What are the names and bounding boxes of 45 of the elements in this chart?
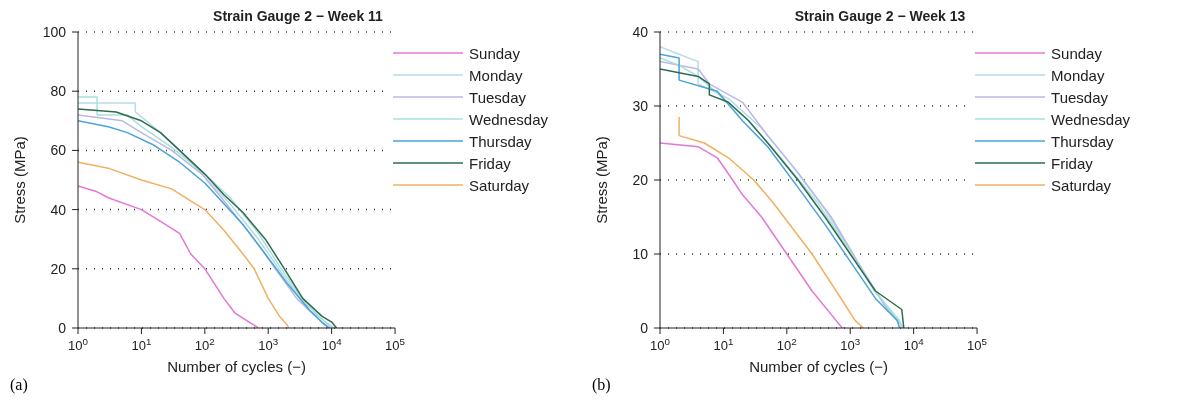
x-tick-label: 10$^{1}$: [131, 335, 152, 353]
chart-title: Strain Gauge 2 − Week 11: [213, 8, 383, 24]
y-axis-title: Stress (MPa): [593, 136, 611, 224]
y-tick-label: 80: [50, 83, 67, 100]
chart-title: Strain Gauge 2 − Week 13: [794, 8, 966, 24]
legend-label: Tuesday: [1051, 88, 1109, 106]
x-tick-label: 10$^{2}$: [776, 335, 797, 353]
x-tick-label: 10$^{0}$: [68, 335, 89, 353]
x-tick-label: 10$^{5}$: [967, 335, 988, 353]
x-tick-label: 10$^{2}$: [194, 335, 215, 353]
x-tick-label: 10$^{5}$: [385, 335, 406, 353]
legend-label: Sunday: [469, 44, 520, 62]
x-tick-label: 10$^{3}$: [840, 335, 861, 353]
x-tick-label: 10$^{4}$: [903, 335, 925, 353]
x-tick-label: 10$^{3}$: [258, 335, 279, 353]
legend-label: Sunday: [1051, 44, 1102, 62]
legend-label: Thursday: [469, 132, 532, 150]
legend-label: Friday: [469, 154, 511, 172]
legend-label: Tuesday: [469, 88, 527, 106]
legend-label: Wednesday: [469, 110, 548, 128]
x-axis-title: Number of cycles (−): [167, 358, 306, 375]
y-tick-label: 0: [58, 320, 67, 336]
y-tick-label: 100: [42, 24, 67, 40]
y-tick-label: 30: [632, 98, 649, 114]
y-tick-label: 10: [632, 246, 649, 262]
x-tick-label: 10$^{4}$: [321, 335, 343, 353]
text: (a): [10, 376, 28, 394]
legend-label: Wednesday: [1051, 110, 1130, 128]
y-tick-label: 20: [50, 260, 67, 277]
y-tick-label: 40: [50, 201, 67, 218]
legend-label: Thursday: [1051, 132, 1114, 150]
legend-label: Saturday: [1051, 176, 1112, 194]
y-tick-label: 0: [640, 320, 649, 336]
x-tick-label: 10$^{0}$: [650, 335, 671, 353]
x-tick-label: 10$^{1}$: [713, 335, 734, 353]
x-axis-title: Number of cycles (−): [749, 358, 888, 375]
y-tick-label: 60: [50, 142, 67, 159]
y-tick-label: 20: [632, 172, 649, 188]
y-axis-title: Stress (MPa): [11, 136, 29, 224]
text: (b): [592, 376, 611, 394]
legend-label: Friday: [1051, 154, 1093, 172]
legend-label: Monday: [469, 66, 523, 84]
legend-label: Saturday: [469, 176, 530, 194]
y-tick-label: 40: [632, 24, 649, 40]
legend-label: Monday: [1051, 66, 1105, 84]
